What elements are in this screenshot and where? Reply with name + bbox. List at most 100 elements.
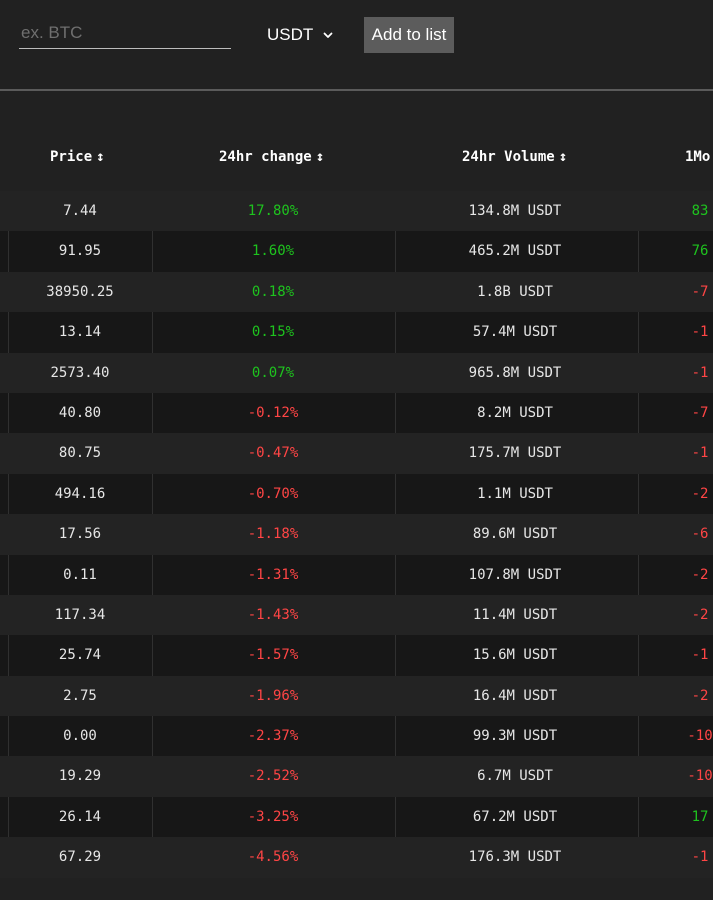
add-to-list-button[interactable]: Add to list	[364, 17, 454, 53]
column-header-price[interactable]: Price ↕	[50, 149, 105, 169]
table-row[interactable]: 2573.40 0.07% 965.8M USDT -1	[0, 352, 713, 393]
column-header-24hr-change[interactable]: 24hr change ↕	[219, 149, 324, 169]
change-1mo-cell: -7	[691, 283, 709, 300]
change-24hr-cell: -1.31%	[247, 566, 299, 583]
change-24hr-cell: 1.60%	[251, 243, 295, 260]
table-row[interactable]: 13.14 0.15% 57.4M USDT -1	[0, 312, 713, 353]
change-1mo-cell: 76	[691, 243, 709, 260]
column-header-label: 24hr Volume	[462, 149, 555, 165]
sort-icon: ↕	[315, 149, 325, 165]
change-1mo-cell: -2	[691, 566, 709, 583]
price-cell: 25.74	[58, 647, 102, 664]
cell-divider	[395, 392, 396, 434]
table-row[interactable]: 40.80 -0.12% 8.2M USDT -7	[0, 392, 713, 434]
search-field[interactable]	[19, 18, 231, 49]
cell-divider	[152, 796, 153, 838]
search-input[interactable]	[19, 18, 231, 48]
change-1mo-cell: -1	[691, 364, 709, 381]
cell-divider	[395, 716, 396, 757]
price-cell: 26.14	[58, 808, 102, 825]
table-row[interactable]: 7.44 17.80% 134.8M USDT 83	[0, 191, 713, 232]
table-row[interactable]: 17.56 -1.18% 89.6M USDT -6	[0, 514, 713, 555]
volume-24hr-cell: 6.7M USDT	[477, 768, 553, 785]
cell-divider	[395, 796, 396, 838]
volume-24hr-cell: 89.6M USDT	[472, 526, 558, 543]
cell-divider	[638, 554, 639, 595]
table-row[interactable]: 26.14 -3.25% 67.2M USDT 17	[0, 796, 713, 838]
price-cell: 494.16	[54, 485, 106, 502]
volume-24hr-cell: 1.1M USDT	[477, 485, 553, 502]
column-header-24hr-volume[interactable]: 24hr Volume ↕	[462, 149, 567, 169]
sort-icon: ↕	[96, 149, 105, 165]
change-1mo-cell: 83	[691, 203, 709, 219]
table-row[interactable]: 67.29 -4.56% 176.3M USDT -1	[0, 837, 713, 878]
change-1mo-cell: 17	[691, 808, 709, 825]
change-1mo-cell: -1	[691, 324, 709, 341]
table-header: Price↕ 24hr change↕ 24hr Volume↕ 1Mo.	[0, 91, 713, 191]
chevron-down-icon	[323, 32, 333, 38]
sort-icon: ↕	[558, 149, 568, 165]
cell-divider	[395, 473, 396, 515]
change-24hr-cell: -3.25%	[247, 808, 299, 825]
cell-divider	[8, 716, 9, 757]
cell-divider	[152, 392, 153, 434]
volume-24hr-cell: 16.4M USDT	[472, 687, 558, 704]
price-cell: 13.14	[58, 324, 102, 341]
change-24hr-cell: -1.96%	[247, 687, 299, 704]
table-row[interactable]: 0.11 -1.31% 107.8M USDT -2	[0, 554, 713, 595]
column-header-1mo[interactable]: 1Mo.	[685, 149, 713, 169]
volume-24hr-cell: 99.3M USDT	[472, 728, 558, 745]
change-1mo-cell: -10	[687, 728, 713, 745]
price-cell: 91.95	[58, 243, 102, 260]
volume-24hr-cell: 175.7M USDT	[468, 445, 562, 462]
table-row[interactable]: 117.34 -1.43% 11.4M USDT -2	[0, 594, 713, 636]
table-row[interactable]: 80.75 -0.47% 175.7M USDT -1	[0, 433, 713, 474]
toolbar-divider	[0, 89, 713, 91]
change-1mo-cell: -1	[691, 849, 709, 866]
change-1mo-cell: -1	[691, 445, 709, 462]
price-cell: 0.00	[63, 728, 97, 745]
cell-divider	[8, 473, 9, 515]
table-row[interactable]: 494.16 -0.70% 1.1M USDT -2	[0, 473, 713, 515]
cell-divider	[152, 312, 153, 353]
cell-divider	[152, 231, 153, 272]
change-24hr-cell: -1.57%	[247, 647, 299, 664]
change-24hr-cell: -0.70%	[247, 485, 299, 502]
table-row[interactable]: 25.74 -1.57% 15.6M USDT -1	[0, 635, 713, 676]
change-24hr-cell: -1.43%	[247, 606, 299, 623]
table-row[interactable]: 2.75 -1.96% 16.4M USDT -2	[0, 675, 713, 717]
cell-divider	[8, 231, 9, 272]
volume-24hr-cell: 176.3M USDT	[468, 849, 562, 866]
volume-24hr-cell: 57.4M USDT	[472, 324, 558, 341]
change-24hr-cell: 0.07%	[251, 364, 295, 381]
table-row[interactable]: 38950.25 0.18% 1.8B USDT -7	[0, 271, 713, 313]
change-1mo-cell: -10	[687, 768, 713, 785]
currency-select[interactable]: USDT	[267, 21, 334, 49]
column-header-label: 24hr change	[219, 149, 312, 165]
price-cell: 0.11	[63, 566, 97, 583]
change-24hr-cell: -2.52%	[247, 768, 299, 785]
cell-divider	[395, 312, 396, 353]
price-cell: 19.29	[58, 768, 102, 785]
toolbar: USDT Add to list	[0, 0, 713, 90]
price-cell: 17.56	[58, 526, 102, 543]
cell-divider	[8, 312, 9, 353]
cell-divider	[638, 392, 639, 434]
cell-divider	[152, 473, 153, 515]
table-row[interactable]: 19.29 -2.52% 6.7M USDT -10	[0, 756, 713, 797]
change-24hr-cell: 0.18%	[251, 283, 295, 300]
volume-24hr-cell: 11.4M USDT	[472, 606, 558, 623]
table-row[interactable]: 91.95 1.60% 465.2M USDT 76	[0, 231, 713, 272]
change-1mo-cell: -2	[691, 485, 709, 502]
volume-24hr-cell: 107.8M USDT	[468, 566, 562, 583]
change-24hr-cell: -4.56%	[247, 849, 299, 866]
change-24hr-cell: 17.80%	[247, 203, 299, 219]
cell-divider	[395, 635, 396, 676]
change-1mo-cell: -2	[691, 606, 709, 623]
table-row[interactable]: 0.00 -2.37% 99.3M USDT -10	[0, 716, 713, 757]
cell-divider	[638, 716, 639, 757]
volume-24hr-cell: 465.2M USDT	[468, 243, 562, 260]
price-cell: 117.34	[54, 606, 106, 623]
cell-divider	[8, 554, 9, 595]
cell-divider	[152, 635, 153, 676]
